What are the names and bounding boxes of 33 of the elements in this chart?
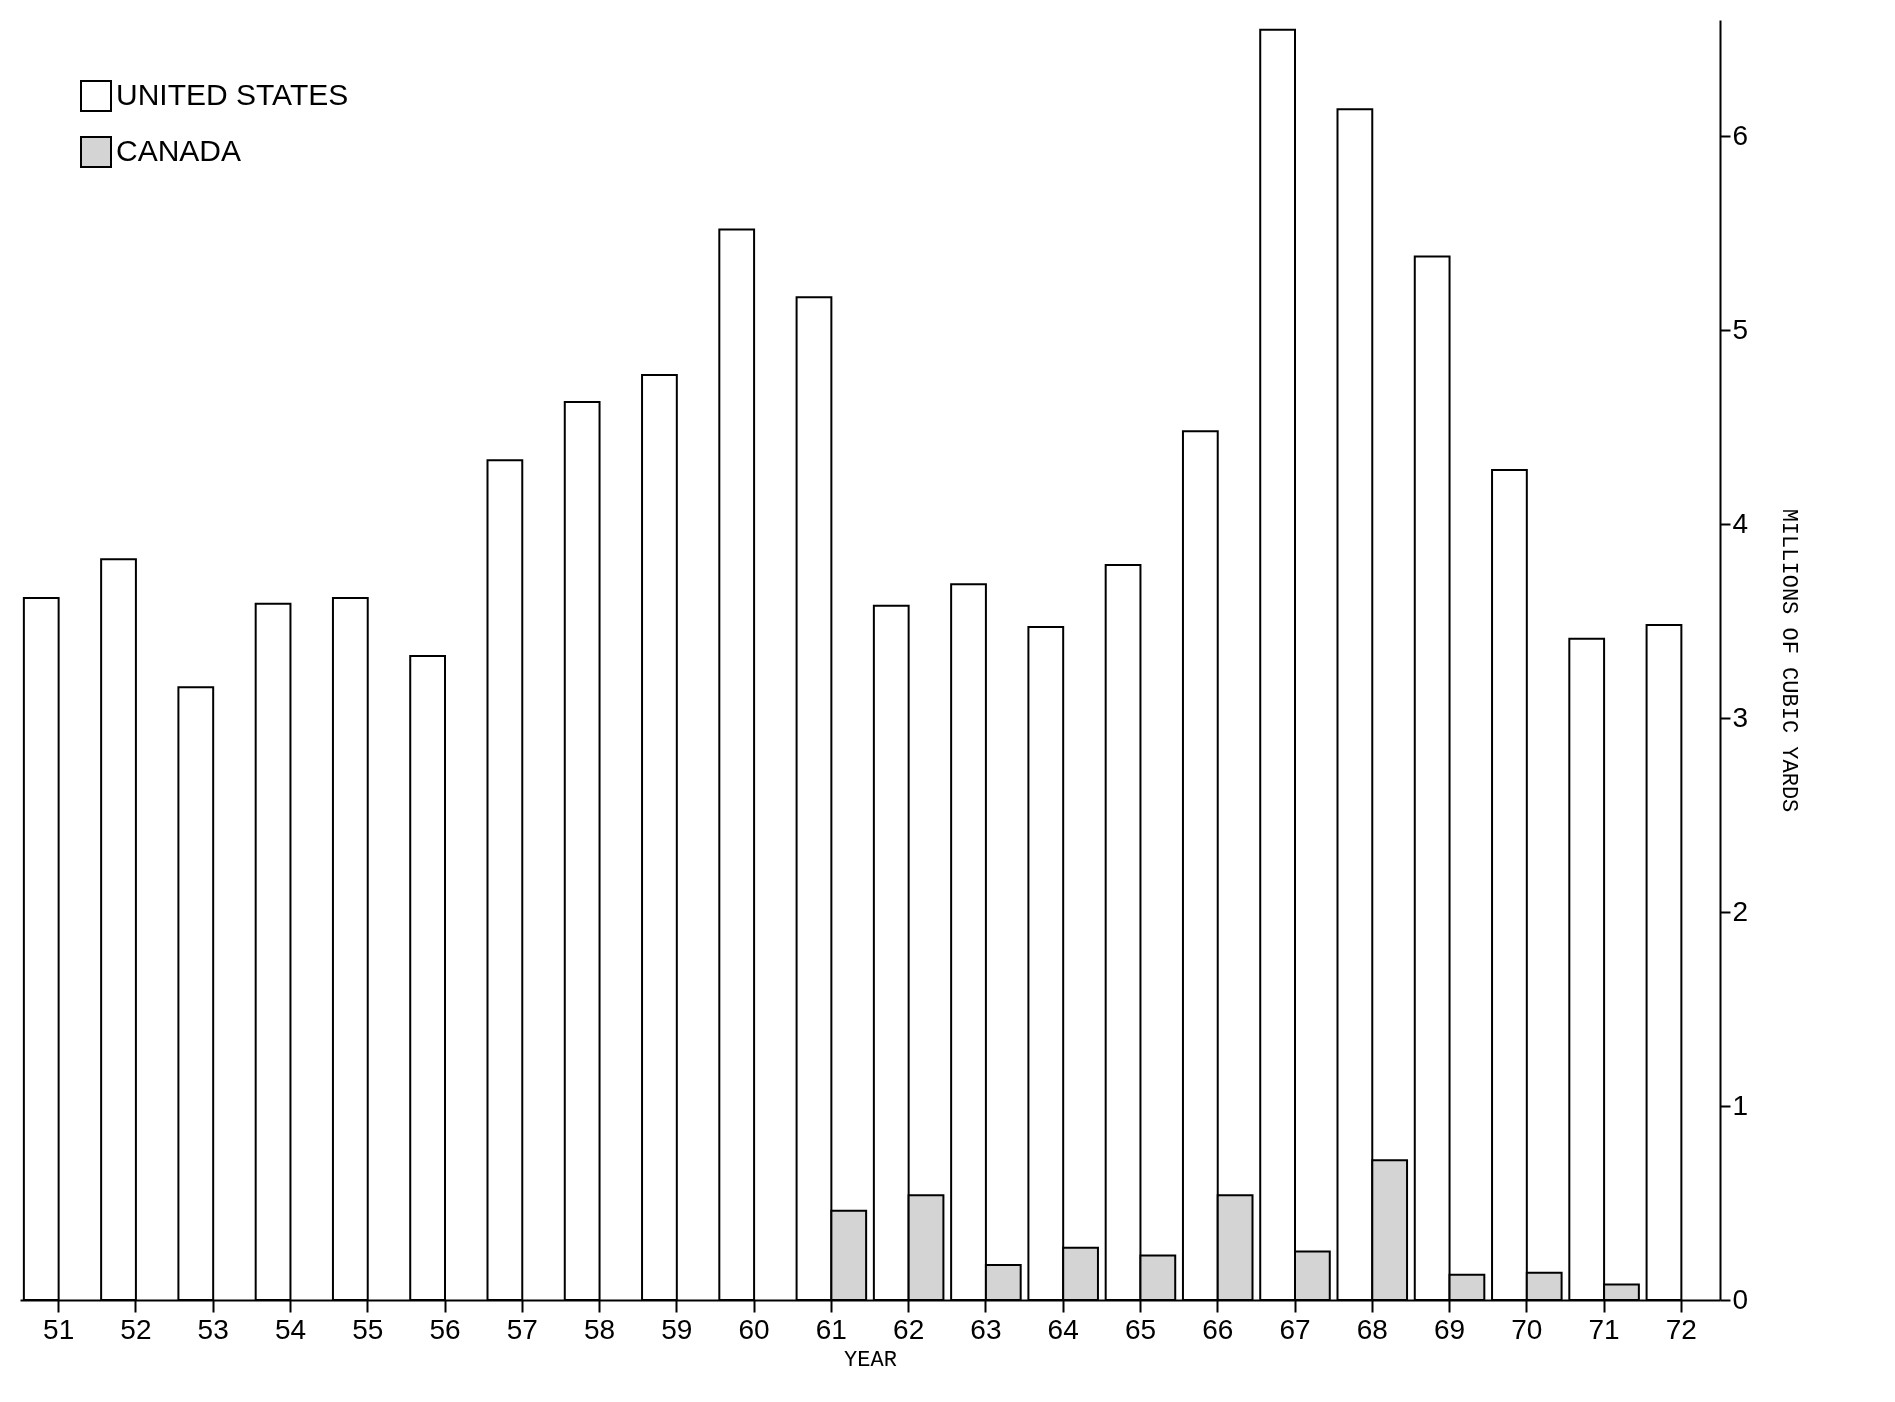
legend-label: CANADA bbox=[116, 134, 242, 167]
y-tick-label: 2 bbox=[1732, 895, 1749, 927]
x-tick-label: 60 bbox=[738, 1313, 770, 1345]
x-tick-label: 69 bbox=[1433, 1313, 1466, 1345]
y-tick-label: 3 bbox=[1732, 701, 1749, 733]
x-tick-label: 61 bbox=[815, 1313, 847, 1345]
x-tick-label: 59 bbox=[661, 1313, 693, 1345]
x-tick-label: 55 bbox=[352, 1313, 384, 1345]
x-tick-label: 72 bbox=[1665, 1313, 1697, 1345]
x-tick-label: 68 bbox=[1356, 1313, 1388, 1345]
x-tick-label: 66 bbox=[1202, 1313, 1234, 1345]
x-tick-label: 53 bbox=[197, 1313, 229, 1345]
x-tick-label: 65 bbox=[1124, 1313, 1157, 1345]
x-tick-label: 51 bbox=[43, 1313, 75, 1345]
x-tick-label: 62 bbox=[893, 1313, 925, 1345]
x-tick-label: 58 bbox=[583, 1313, 616, 1345]
x-tick-label: 71 bbox=[1588, 1313, 1620, 1345]
x-axis-title: YEAR bbox=[844, 1347, 897, 1373]
y-tick-label: 5 bbox=[1732, 313, 1749, 345]
x-tick-label: 52 bbox=[120, 1313, 152, 1345]
x-tick-label: 57 bbox=[506, 1313, 538, 1345]
x-tick-label: 63 bbox=[970, 1313, 1002, 1345]
y-tick-label: 1 bbox=[1732, 1089, 1749, 1121]
y-tick-label: 6 bbox=[1732, 119, 1749, 151]
y-axis-title: MILLIONS OF CUBIC YARDS bbox=[1776, 508, 1802, 813]
x-tick-label: 70 bbox=[1511, 1313, 1543, 1345]
x-tick-label: 64 bbox=[1047, 1313, 1079, 1345]
x-tick-label: 67 bbox=[1279, 1313, 1311, 1345]
y-tick-label: 0 bbox=[1732, 1283, 1749, 1315]
x-tick-label: 56 bbox=[429, 1313, 461, 1345]
legend-label: UNITED STATES bbox=[116, 78, 349, 111]
x-tick-label: 54 bbox=[274, 1313, 307, 1345]
y-tick-label: 4 bbox=[1732, 507, 1749, 539]
